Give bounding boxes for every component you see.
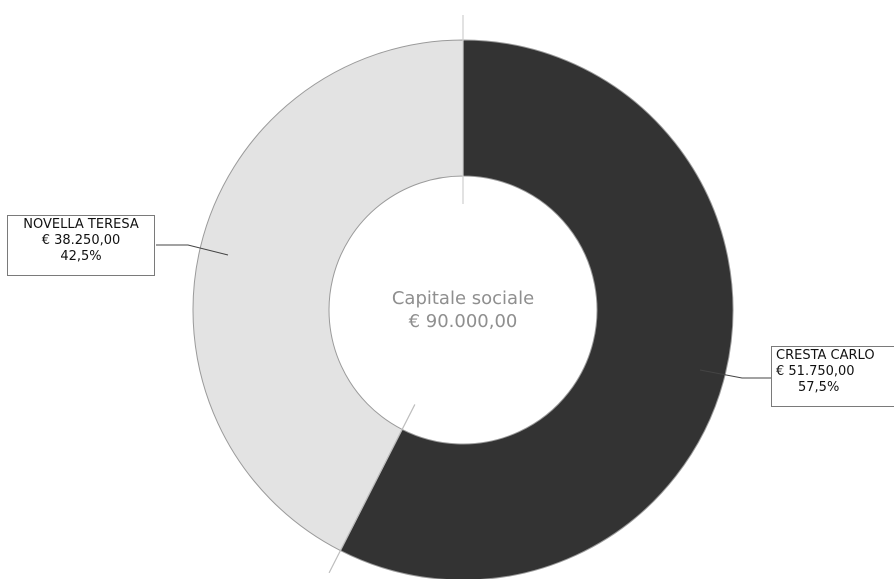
slice-label-percent: 57,5% — [798, 380, 840, 395]
slice-label-percent: 42,5% — [60, 249, 102, 264]
center-label: Capitale sociale € 90.000,00 — [363, 287, 563, 333]
leader-line-novella-teresa — [156, 244, 229, 256]
slice-label-value: € 51.750,00 — [776, 364, 855, 379]
leader-line-cresta-carlo — [699, 369, 771, 379]
slice-label-novella-teresa: NOVELLA TERESA € 38.250,00 42,5% — [7, 215, 155, 276]
slice-label-name: CRESTA CARLO — [776, 348, 875, 363]
center-label-value: € 90.000,00 — [408, 311, 518, 332]
center-label-title: Capitale sociale — [391, 288, 535, 309]
slices-group — [192, 39, 734, 579]
slice-label-name: NOVELLA TERESA — [23, 217, 139, 232]
slice-label-cresta-carlo: CRESTA CARLO € 51.750,00 57,5% — [771, 346, 894, 407]
separator-lines — [328, 15, 464, 574]
leader-lines — [156, 244, 771, 379]
slice-label-value: € 38.250,00 — [41, 233, 121, 248]
slice-boundary-line — [328, 404, 416, 574]
slice-cresta-carlo — [339, 39, 734, 579]
slice-novella-teresa — [192, 39, 464, 552]
